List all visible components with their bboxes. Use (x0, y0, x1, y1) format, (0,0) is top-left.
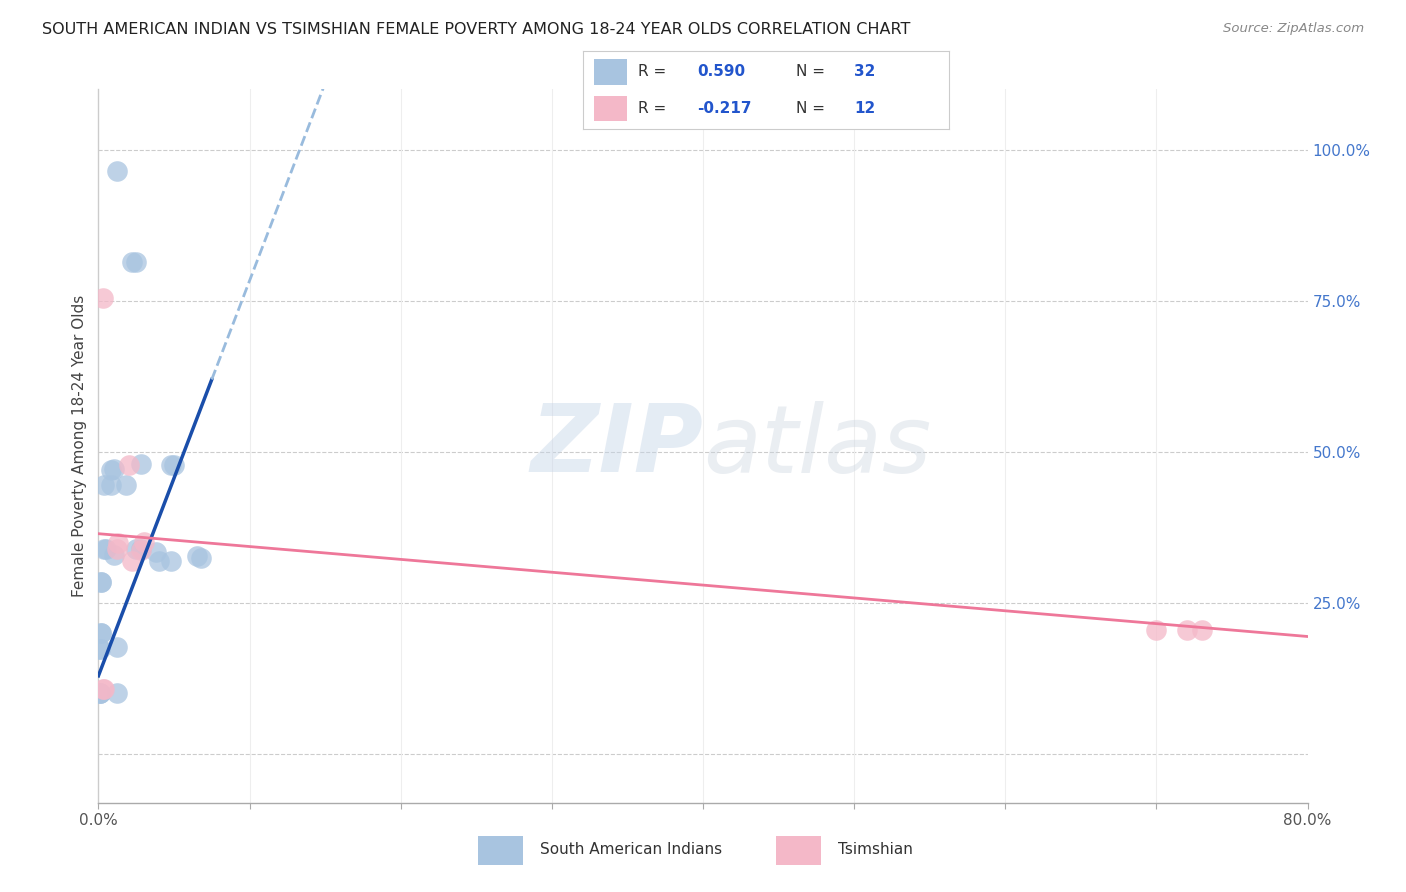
Point (89, 686, 111, 700)
Point (89, 686, 111, 700)
Point (160, 458, 183, 473)
Point (90, 626, 112, 640)
Point (1144, 624, 1167, 638)
Point (105, 686, 128, 700)
Point (91, 682, 114, 697)
Text: 12: 12 (853, 101, 876, 116)
Point (186, 549, 208, 563)
Text: ZIP: ZIP (530, 400, 703, 492)
Point (129, 543, 152, 558)
Text: -0.217: -0.217 (697, 101, 751, 116)
Point (160, 554, 183, 568)
Text: Source: ZipAtlas.com: Source: ZipAtlas.com (1223, 22, 1364, 36)
Point (103, 462, 125, 476)
Text: South American Indians: South American Indians (540, 842, 723, 857)
Y-axis label: Female Poverty Among 18-24 Year Olds: Female Poverty Among 18-24 Year Olds (72, 295, 87, 597)
Point (1175, 624, 1198, 638)
Point (100, 463, 122, 477)
Point (90, 575, 112, 590)
Point (89, 641, 111, 656)
Text: SOUTH AMERICAN INDIAN VS TSIMSHIAN FEMALE POVERTY AMONG 18-24 YEAR OLDS CORRELAT: SOUTH AMERICAN INDIAN VS TSIMSHIAN FEMAL… (42, 22, 911, 37)
Point (89, 641, 111, 656)
Point (148, 554, 170, 568)
Point (125, 254, 148, 268)
Point (100, 478, 122, 492)
FancyBboxPatch shape (478, 836, 523, 865)
FancyBboxPatch shape (776, 836, 821, 865)
Point (105, 541, 128, 556)
Point (121, 554, 143, 568)
Text: N =: N = (796, 63, 830, 78)
Point (93, 541, 115, 556)
Point (90, 575, 112, 590)
Text: R =: R = (638, 63, 672, 78)
Text: atlas: atlas (703, 401, 931, 491)
Text: 32: 32 (853, 63, 876, 78)
Point (1191, 624, 1213, 638)
FancyBboxPatch shape (595, 59, 627, 85)
Point (114, 478, 136, 492)
Point (132, 534, 155, 549)
Point (93, 682, 115, 697)
Point (105, 164, 128, 178)
Point (94, 541, 117, 556)
Point (107, 535, 129, 549)
Point (93, 478, 115, 492)
Point (89, 686, 111, 700)
Point (145, 545, 167, 559)
Point (105, 640, 128, 654)
Point (129, 457, 152, 471)
Point (129, 541, 152, 556)
Text: N =: N = (796, 101, 830, 116)
Point (90, 626, 112, 640)
Text: R =: R = (638, 101, 672, 116)
Point (163, 458, 186, 473)
Text: 0.590: 0.590 (697, 63, 745, 78)
Point (91, 291, 114, 305)
Point (125, 541, 148, 556)
FancyBboxPatch shape (595, 95, 627, 121)
Point (190, 550, 212, 565)
Text: Tsimshian: Tsimshian (838, 842, 912, 857)
Point (103, 548, 125, 562)
Point (121, 254, 143, 268)
Point (118, 458, 141, 473)
